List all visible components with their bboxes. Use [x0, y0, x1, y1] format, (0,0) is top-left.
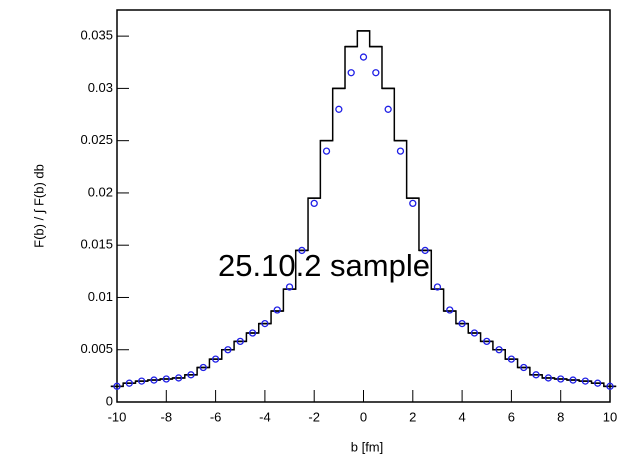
data-point [347, 69, 355, 77]
y-tick-label: 0.035 [80, 28, 113, 43]
data-point [421, 246, 429, 255]
data-point [248, 329, 257, 337]
y-tick-label: 0.02 [88, 184, 113, 199]
data-point [285, 283, 294, 291]
data-point [174, 374, 183, 382]
data-point [211, 355, 220, 363]
data-point [470, 329, 479, 337]
x-tick-label: 4 [458, 409, 465, 424]
data-point [581, 377, 589, 385]
data-point [162, 375, 170, 383]
data-point [322, 147, 331, 155]
x-tick-label: -4 [259, 409, 271, 424]
data-point [544, 374, 553, 382]
data-point [199, 363, 207, 372]
data-point [569, 376, 577, 384]
y-axis-label: F(b) / ∫ F(b) db [31, 164, 46, 248]
x-tick-label: -6 [210, 409, 222, 424]
data-point [557, 375, 565, 383]
data-point [606, 382, 614, 390]
data-point [224, 346, 232, 354]
x-tick-label: -8 [161, 409, 173, 424]
data-point [384, 105, 392, 113]
data-point [520, 363, 528, 372]
y-tick-label: 0.03 [88, 80, 113, 95]
y-tick-label: 0.005 [80, 341, 113, 356]
x-tick-label: 0 [360, 409, 367, 424]
data-point [310, 199, 318, 208]
plot-frame [116, 9, 611, 403]
data-point [137, 377, 146, 385]
data-point [372, 69, 380, 77]
x-axis-label: b [fm] [351, 439, 384, 454]
data-point [298, 246, 306, 255]
y-tick-label: 0 [106, 393, 113, 408]
data-point [532, 371, 540, 379]
x-tick-label: -10 [108, 409, 127, 424]
data-point [594, 379, 602, 387]
data-point [495, 346, 503, 354]
y-tick-label: 0.025 [80, 132, 113, 147]
data-point [273, 306, 281, 314]
data-point [113, 382, 121, 390]
data-point [236, 337, 244, 346]
data-point [335, 105, 343, 113]
data-point [433, 283, 442, 291]
y-tick-label: 0.015 [80, 237, 113, 252]
x-tick-label: 8 [557, 409, 564, 424]
step-outline [110, 30, 617, 388]
data-point [359, 53, 368, 61]
annotation: 25.10.2 sample [218, 248, 430, 283]
data-point [458, 319, 466, 328]
data-point [125, 379, 133, 387]
x-tick-label: 6 [508, 409, 515, 424]
data-point [396, 147, 405, 155]
data-point [409, 199, 417, 208]
x-tick-label: 2 [409, 409, 416, 424]
data-point [150, 376, 158, 384]
data-point [507, 355, 516, 363]
data-point [446, 306, 454, 314]
y-tick-label: 0.01 [88, 289, 113, 304]
x-tick-label: -2 [308, 409, 320, 424]
x-tick-label: 10 [603, 409, 617, 424]
data-point [483, 337, 491, 346]
data-point [187, 371, 195, 379]
data-point [261, 319, 269, 328]
